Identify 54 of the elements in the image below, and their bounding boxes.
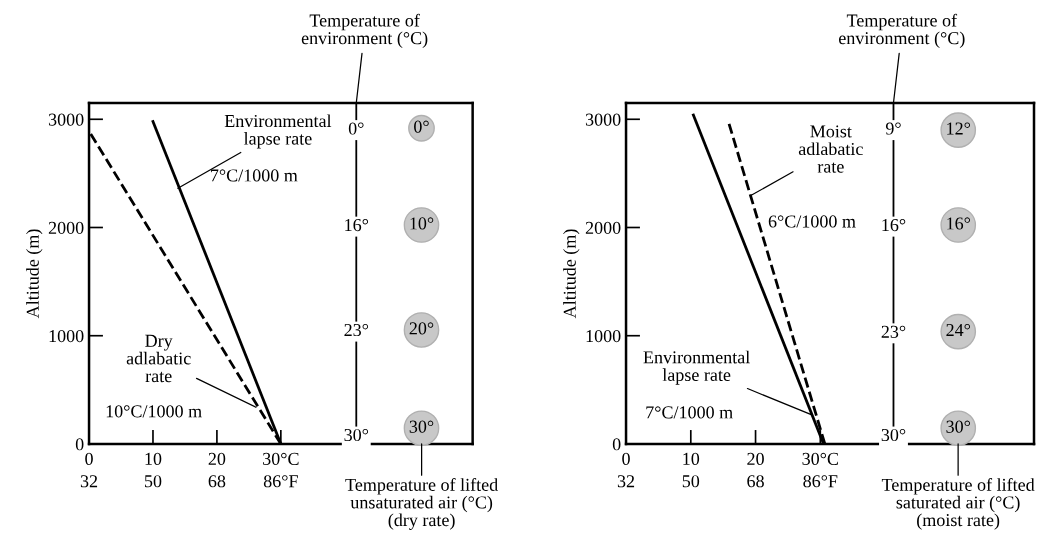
- annotation: 7°C/1000 m: [211, 169, 298, 182]
- y-tick-label: 0: [75, 438, 84, 451]
- annotation: Moist adlabatic rate: [798, 125, 863, 173]
- annotation: Environmental lapse rate: [224, 114, 332, 149]
- annotation: 30°: [881, 428, 906, 442]
- y-tick-label: 2000: [48, 221, 84, 234]
- x-tick-label: 30°C: [263, 452, 299, 465]
- x-tick-label: 20: [208, 452, 226, 465]
- annotation: 16°: [882, 218, 906, 232]
- y-axis-title: Altitude (m): [563, 229, 580, 319]
- y-tick-label: 0: [612, 438, 621, 451]
- annotation: 16°: [345, 218, 369, 232]
- x-tick-label: 10: [145, 452, 162, 465]
- y-tick-label: 1000: [586, 329, 621, 343]
- annotation: Temperature of environment (°C): [301, 13, 428, 48]
- x2-tick-label: 50: [145, 475, 162, 488]
- annotation: 30°: [409, 420, 434, 433]
- annotation: 20°: [409, 322, 434, 335]
- annotation: 0°: [414, 120, 429, 133]
- x2-tick-label: 86°F: [263, 475, 298, 488]
- annotation: 10°C/1000 m: [106, 405, 202, 418]
- y-tick-label: 2000: [585, 221, 621, 234]
- annotation: 23°: [881, 325, 906, 338]
- x-tick-label: 20: [747, 452, 764, 465]
- x2-tick-label: 50: [682, 475, 700, 488]
- x-tick-label: 10: [683, 452, 700, 465]
- text: Temperature of lifted saturated air (°C) (moist rate): [881, 478, 1035, 530]
- y-tick-label: 1000: [49, 329, 84, 343]
- y-axis-title: Altitude (m): [26, 229, 43, 319]
- x-tick-label: 30°C: [802, 452, 838, 465]
- x2-tick-label: 32: [617, 475, 635, 488]
- annotation: 23°: [344, 323, 369, 337]
- text: Temperature of lifted unsaturated air (°C) (dry rate): [345, 478, 498, 530]
- x-tick-label: 0: [85, 452, 93, 465]
- annotation: 10°: [410, 217, 434, 230]
- annotation: 9°: [885, 122, 901, 135]
- annotation: 12°: [947, 122, 970, 135]
- annotation: Temperature of environment (°C): [838, 13, 965, 48]
- x2-tick-label: 68: [208, 475, 226, 488]
- x2-tick-label: 86°F: [803, 475, 838, 488]
- x-tick-label: 0: [622, 452, 630, 465]
- x2-tick-label: 32: [80, 475, 98, 488]
- annotation: 16°: [947, 217, 970, 230]
- y-tick-label: 3000: [48, 113, 84, 126]
- y-tick-label: 3000: [585, 113, 621, 126]
- annotation: 6°C/1000 m: [768, 215, 856, 228]
- annotation: Dry adlabatic rate: [126, 334, 191, 383]
- x2-tick-label: 68: [747, 475, 764, 488]
- annotation: 7°C/1000 m: [646, 406, 733, 419]
- annotation: 24°: [946, 323, 970, 336]
- annotation: Environmental lapse rate: [643, 350, 750, 385]
- annotation: 30°: [946, 420, 970, 433]
- annotation: 0°: [348, 122, 364, 135]
- annotation: 30°: [344, 428, 369, 442]
